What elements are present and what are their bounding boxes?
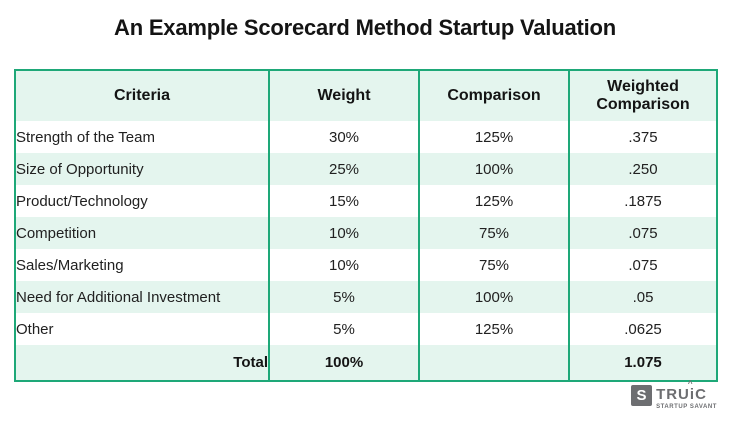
cell-criteria: Sales/Marketing [16, 256, 124, 274]
cell-comparison: 125% [418, 121, 569, 153]
logo-s-badge-icon: S [631, 385, 653, 406]
cell-weighted-comparison: .0625 [568, 313, 717, 345]
total-weight: 100% [268, 345, 419, 381]
cell-weighted-comparison: .075 [568, 249, 717, 281]
page-title: An Example Scorecard Method Startup Valu… [114, 15, 616, 40]
column-header-weight: Weight [268, 70, 419, 121]
cell-comparison: 75% [418, 249, 569, 281]
total-weighted-comparison: 1.075 [568, 345, 717, 381]
cell-weighted-comparison: .1875 [568, 185, 717, 217]
cell-criteria: Size of Opportunity [16, 160, 144, 178]
logo-brand-name: TRU ^ iC [656, 379, 717, 403]
logo-brand-suffix: C [695, 386, 707, 403]
table-row: Sales/Marketing 10% 75% .075 [15, 249, 717, 281]
cell-comparison: 100% [418, 281, 569, 313]
cell-comparison: 100% [418, 153, 569, 185]
caret-icon: ^ [687, 379, 693, 388]
table-row: Competition 10% 75% .075 [15, 217, 717, 249]
cell-comparison: 125% [418, 313, 569, 345]
logo-brand-prefix: TRU [656, 386, 690, 403]
cell-comparison: 125% [418, 185, 569, 217]
total-comparison [418, 345, 569, 381]
table-row: Product/Technology 15% 125% .1875 [15, 185, 717, 217]
column-header-weighted-comparison: Weighted Comparison [568, 70, 717, 121]
total-label: Total [233, 354, 268, 371]
cell-weight: 5% [268, 313, 419, 345]
cell-criteria: Strength of the Team [16, 128, 155, 146]
logo-brand-i: ^ i [687, 379, 696, 403]
table-header-row: Criteria Weight Comparison Weighted Comp… [15, 70, 717, 121]
cell-weight: 10% [268, 217, 419, 249]
table-row: Strength of the Team 30% 125% .375 [15, 121, 717, 153]
cell-criteria: Competition [16, 224, 97, 242]
cell-weight: 10% [268, 249, 419, 281]
cell-criteria: Product/Technology [16, 192, 148, 210]
scorecard-table: Criteria Weight Comparison Weighted Comp… [14, 69, 718, 382]
cell-criteria: Need for Additional Investment [16, 288, 221, 306]
table-row: Other 5% 125% .0625 [15, 313, 717, 345]
table-row: Size of Opportunity 25% 100% .250 [15, 153, 717, 185]
table-total-row: Total 100% 1.075 [15, 345, 717, 381]
column-header-criteria: Criteria [113, 86, 171, 104]
logo-text: TRU ^ iC STARTUP SAVANT [656, 379, 717, 411]
cell-weighted-comparison: .05 [568, 281, 717, 313]
column-header-comparison: Comparison [418, 70, 569, 121]
cell-weighted-comparison: .250 [568, 153, 717, 185]
cell-weight: 15% [268, 185, 419, 217]
logo-tagline: STARTUP SAVANT [656, 404, 717, 410]
cell-weighted-comparison: .375 [568, 121, 717, 153]
cell-weight: 25% [268, 153, 419, 185]
cell-weight: 30% [268, 121, 419, 153]
cell-comparison: 75% [418, 217, 569, 249]
truic-startup-savant-logo: S TRU ^ iC STARTUP SAVANT [631, 379, 717, 411]
cell-criteria: Other [16, 320, 54, 338]
table-row: Need for Additional Investment 5% 100% .… [15, 281, 717, 313]
cell-weight: 5% [268, 281, 419, 313]
cell-weighted-comparison: .075 [568, 217, 717, 249]
